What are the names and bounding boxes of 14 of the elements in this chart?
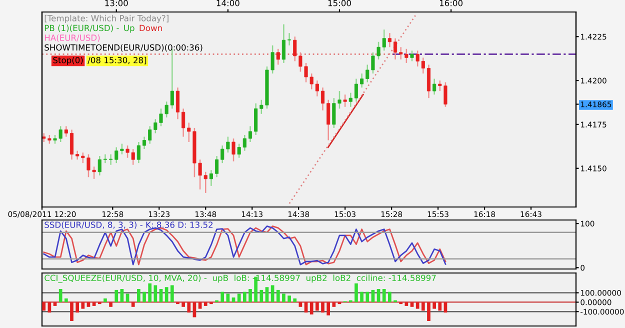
annotation: SHOWTIMETOEND(EUR/USD)(0:00:36) [44,44,202,52]
chart-title: CCI_SQUEEZE(EUR/USD, 10, MVA, 20) - upB loB: -114.58997 upB2 loB2 cciline: -114.58997 [44,274,436,283]
x2-tick-label: 13:00 [105,0,128,6]
x2-tick-label: 16:00 [440,0,463,6]
annotation: HA(EUR/USD) [44,34,100,42]
x2-tick-label: 14:00 [216,0,240,6]
x2-tick-label: 15:00 [328,0,351,6]
annotation: /08 15:30, 28] [88,56,146,64]
annotation: PB (1)(EUR/USD) - [44,24,119,32]
annotation: [Template: Which Pair Today?] [44,14,168,23]
chart-title: SSD(EUR/USD, 8, 3, 3) - K: 8.36 D: 13.52 [44,221,213,229]
annotation: Stop(0) [53,56,83,65]
annotation: Up [124,24,134,33]
annotation: Down [140,24,162,32]
